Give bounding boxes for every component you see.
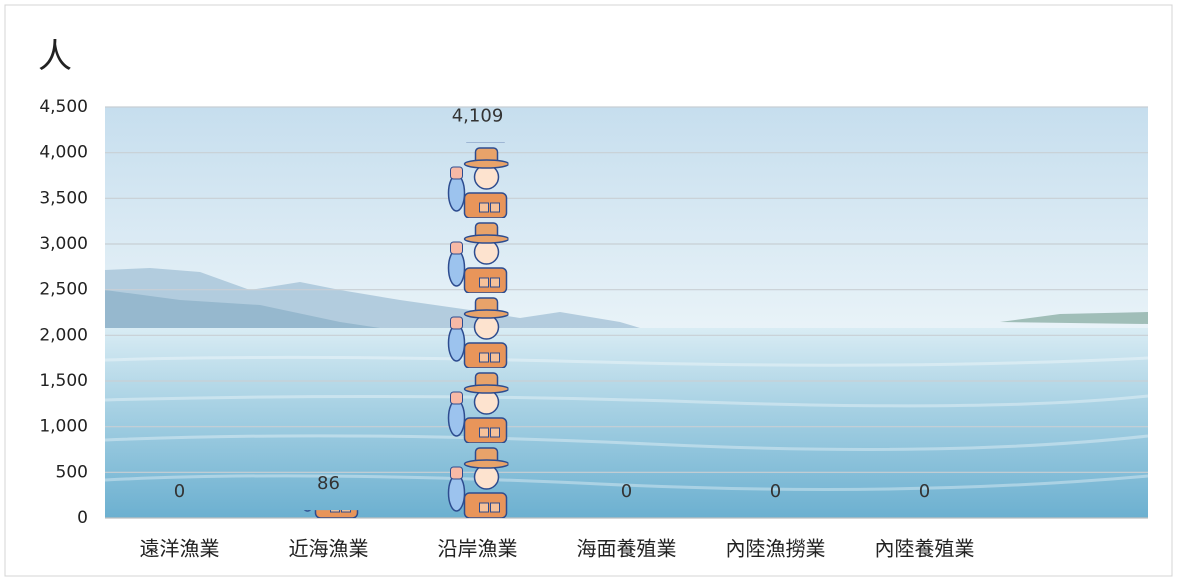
y-tick-label: 500 xyxy=(56,462,88,482)
y-tick-label: 4,000 xyxy=(39,143,88,163)
value-label: 4,109 xyxy=(452,106,504,127)
x-tick-label: 沿岸漁業 xyxy=(438,537,518,561)
value-label: 0 xyxy=(770,481,781,502)
bar xyxy=(297,510,360,518)
x-tick-label: 近海漁業 xyxy=(289,537,369,561)
x-tick-label: 海面養殖業 xyxy=(577,537,677,561)
y-tick-label: 3,500 xyxy=(39,188,88,208)
y-tick-label: 0 xyxy=(77,508,88,528)
y-tick-label: 2,500 xyxy=(39,280,88,300)
y-tick-label: 3,000 xyxy=(39,234,88,254)
y-tick-label: 1,500 xyxy=(39,371,88,391)
chart-title: 人 xyxy=(38,37,72,77)
y-tick-label: 2,000 xyxy=(39,325,88,345)
x-tick-label: 內陸養殖業 xyxy=(875,537,975,561)
y-tick-label: 1,000 xyxy=(39,417,88,437)
background-photo xyxy=(104,107,1149,518)
y-tick-label: 4,500 xyxy=(39,97,88,117)
value-label: 0 xyxy=(621,481,632,502)
x-tick-label: 遠洋漁業 xyxy=(140,537,220,561)
bar xyxy=(446,142,509,518)
value-label: 0 xyxy=(174,481,185,502)
value-label: 0 xyxy=(919,481,930,502)
x-tick-label: 內陸漁撈業 xyxy=(726,537,826,561)
value-label: 86 xyxy=(317,473,340,494)
